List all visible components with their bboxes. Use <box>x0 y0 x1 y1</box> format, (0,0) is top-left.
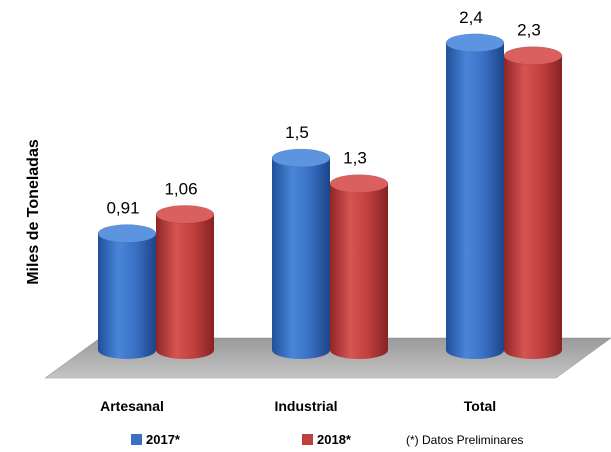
category-label-total: Total <box>464 398 496 414</box>
legend-label-2017: 2017* <box>146 432 180 447</box>
bar-industrial-2017 <box>272 158 330 359</box>
bar-top-total-2017 <box>445 33 505 53</box>
legend-label-2018: 2018* <box>317 432 351 447</box>
legend: 2017* 2018* (*) Datos Preliminares <box>0 432 611 452</box>
bar-top-artesanal-2017 <box>97 224 157 243</box>
bar-total-2017 <box>446 42 504 360</box>
y-axis-label: Miles de Toneladas <box>25 139 42 285</box>
bar-top-artesanal-2018 <box>155 205 215 224</box>
value-label-industrial-2017: 1,5 <box>285 123 309 142</box>
legend-item-2017: 2017* <box>131 432 180 447</box>
bar-industrial-2018 <box>330 183 388 359</box>
bars-group <box>97 33 563 360</box>
bar-artesanal-2017 <box>98 233 156 359</box>
legend-swatch-2017 <box>131 434 142 445</box>
bar-top-total-2018 <box>503 46 563 65</box>
value-label-total-2017: 2,4 <box>459 8 483 27</box>
category-labels-group: Artesanal Industrial Total <box>100 398 496 414</box>
value-label-industrial-2018: 1,3 <box>343 149 367 168</box>
bar-artesanal-2018 <box>156 214 214 359</box>
legend-item-2018: 2018* <box>302 432 351 447</box>
value-label-artesanal-2017: 0,91 <box>106 199 139 218</box>
category-label-artesanal: Artesanal <box>100 398 164 414</box>
value-label-total-2018: 2,3 <box>517 21 541 40</box>
preliminary-note: (*) Datos Preliminares <box>406 433 524 447</box>
value-label-artesanal-2018: 1,06 <box>164 179 197 198</box>
bar-top-industrial-2018 <box>329 174 389 193</box>
legend-swatch-2018 <box>302 434 313 445</box>
category-label-industrial: Industrial <box>274 398 337 414</box>
value-labels-group: 0,91 1,06 1,5 1,3 2,4 2,3 <box>106 8 540 218</box>
bar-total-2018 <box>504 55 562 359</box>
bar-top-industrial-2017 <box>271 148 331 168</box>
